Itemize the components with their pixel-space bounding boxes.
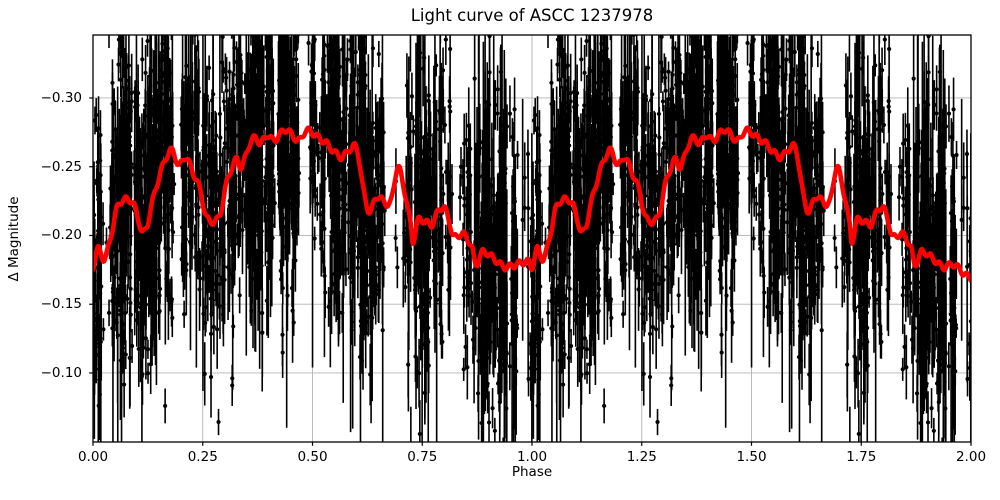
x-tick-label: 0.50: [297, 449, 328, 465]
y-tick-label: −0.20: [40, 227, 82, 244]
x-tick-label: 0.75: [407, 449, 438, 465]
x-tick-label: 1.75: [846, 449, 877, 465]
y-tick-label: −0.10: [40, 364, 82, 381]
x-tick-label: 1.00: [516, 449, 548, 465]
x-tick-label: 0.25: [187, 449, 218, 465]
x-tick-label: 1.50: [736, 449, 767, 465]
x-axis-label: Phase: [511, 464, 553, 480]
x-tick-label: 2.00: [955, 449, 987, 465]
y-tick-label: −0.25: [40, 158, 82, 175]
chart-title: Light curve of ASCC 1237978: [410, 6, 654, 25]
x-tick-label: 0.00: [77, 449, 109, 465]
x-tick-label: 1.25: [626, 449, 657, 465]
y-tick-label: −0.30: [40, 89, 82, 106]
y-tick-label: −0.15: [40, 296, 82, 313]
